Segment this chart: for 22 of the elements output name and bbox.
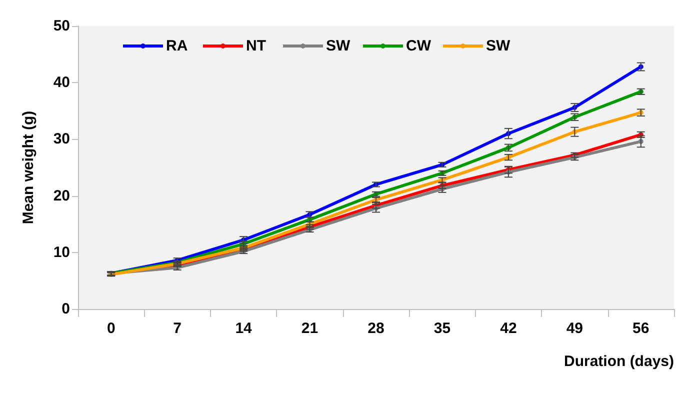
x-axis-title: Duration (days) — [564, 353, 674, 370]
x-tick-label: 49 — [566, 320, 584, 337]
x-tick-label: 42 — [500, 320, 517, 337]
x-tick-label: 0 — [106, 320, 116, 337]
legend-label: CW — [406, 38, 432, 54]
y-tick-label: 20 — [53, 187, 70, 204]
legend-label: SW — [486, 38, 512, 54]
y-tick-label: 50 — [53, 18, 70, 34]
y-tick-label: 10 — [53, 244, 70, 261]
x-tick-label: 35 — [434, 320, 451, 337]
y-tick-label: 40 — [53, 74, 70, 92]
x-tick-label: 28 — [368, 320, 384, 337]
legend-label: NT — [246, 38, 266, 54]
x-tick-label: 14 — [235, 320, 253, 337]
x-tick-label: 7 — [173, 320, 182, 337]
y-axis-title: Mean weight (g) — [20, 110, 37, 224]
legend-label: RA — [166, 38, 188, 54]
y-tick-label: 30 — [53, 130, 70, 148]
x-tick-label: 21 — [301, 320, 318, 337]
y-tick-label: 0 — [62, 300, 70, 318]
x-tick-label: 56 — [632, 320, 650, 337]
legend-label: SW — [326, 38, 352, 54]
